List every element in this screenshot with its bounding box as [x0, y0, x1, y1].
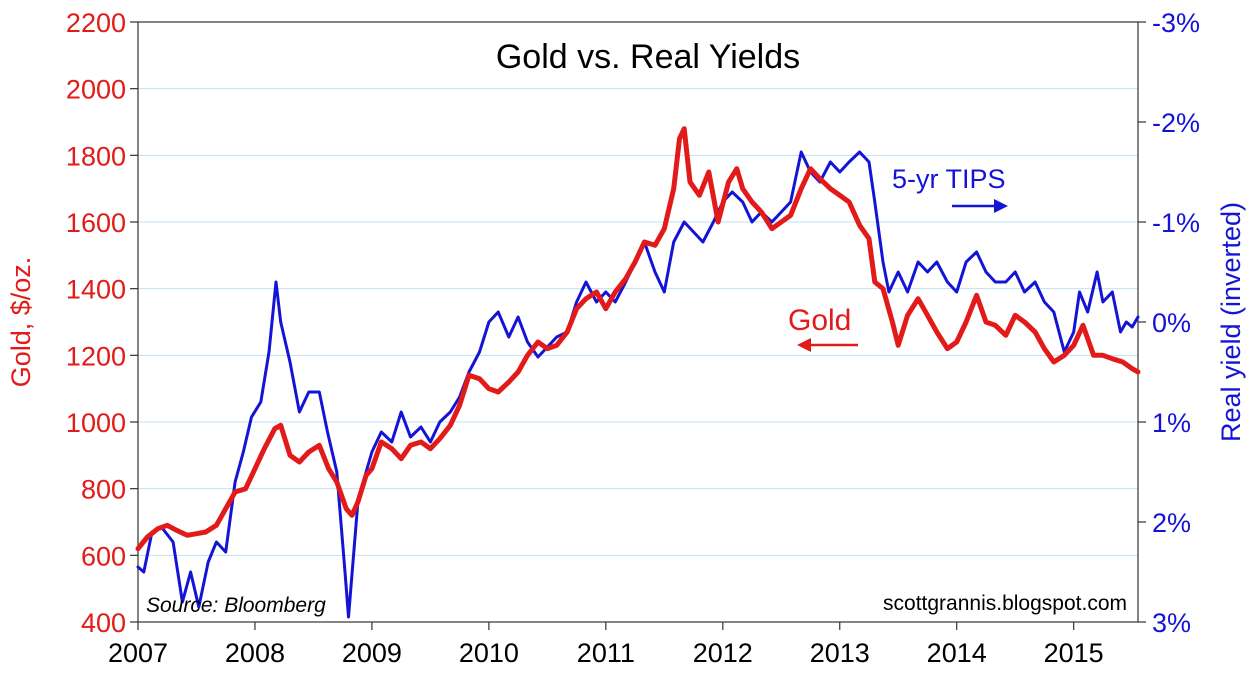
- x-tick-label: 2008: [225, 638, 285, 668]
- x-tick-label: 2007: [108, 638, 168, 668]
- right-tick-label: -3%: [1152, 8, 1200, 38]
- x-tick-label: 2015: [1044, 638, 1104, 668]
- left-arrow-icon: [797, 338, 858, 352]
- left-tick-label: 600: [81, 541, 126, 571]
- x-tick-label: 2012: [693, 638, 753, 668]
- left-tick-label: 2000: [66, 75, 126, 105]
- right-tick-label: 1%: [1152, 408, 1191, 438]
- left-tick-label: 1000: [66, 408, 126, 438]
- right-tick-label: -2%: [1152, 108, 1200, 138]
- series-layer: [135, 126, 1141, 619]
- x-axis: 2007 2008 2009 2010 2011 2012 2013 2014 2015: [108, 622, 1104, 668]
- right-axis-label: Real yield (inverted): [1216, 202, 1246, 442]
- x-tick-label: 2009: [342, 638, 402, 668]
- left-tick-label: 2200: [66, 8, 126, 38]
- chart-title: Gold vs. Real Yields: [496, 38, 800, 76]
- x-tick-label: 2011: [577, 638, 635, 668]
- left-tick-label: 1400: [66, 275, 126, 305]
- left-tick-label: 400: [81, 608, 126, 638]
- left-axis-label: Gold, $/oz.: [6, 257, 36, 388]
- right-arrow-icon: [952, 199, 1008, 213]
- left-tick-label: 1600: [66, 208, 126, 238]
- right-axis: -3% -2% -1% 0% 1% 2% 3%: [1138, 8, 1200, 638]
- x-tick-label: 2014: [927, 638, 987, 668]
- x-tick-label: 2010: [459, 638, 519, 668]
- gold-series-label: Gold: [788, 304, 851, 337]
- right-tick-label: -1%: [1152, 208, 1200, 238]
- right-tick-label: 0%: [1152, 308, 1191, 338]
- right-tick-label: 2%: [1152, 508, 1191, 538]
- x-tick-label: 2013: [810, 638, 870, 668]
- right-tick-label: 3%: [1152, 608, 1191, 638]
- gridlines: [138, 88, 1138, 556]
- gold-series-line: [135, 126, 1141, 552]
- source-note: Source: Bloomberg: [146, 594, 326, 617]
- tips-series-label: 5-yr TIPS: [892, 164, 1006, 194]
- left-axis: 400 600 800 1000 1200 1400 1600 1800 2000 2200: [66, 8, 138, 638]
- credit-note: scottgrannis.blogspot.com: [883, 592, 1127, 615]
- left-tick-label: 1800: [66, 141, 126, 171]
- left-tick-label: 1200: [66, 341, 126, 371]
- left-tick-label: 800: [81, 475, 126, 505]
